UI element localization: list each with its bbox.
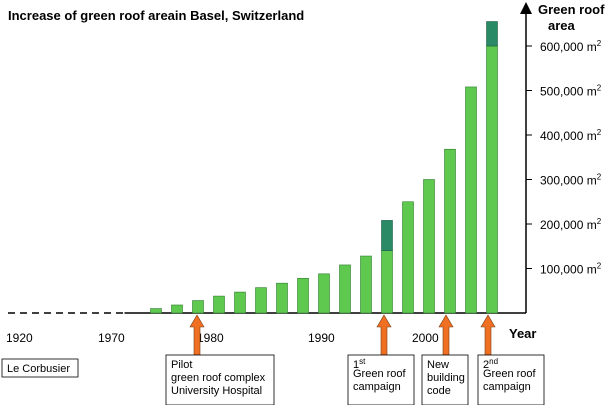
x-tick-label: 1980 — [197, 331, 224, 345]
y-tick-label: 500,000 m2 — [540, 84, 602, 99]
bar-base — [423, 179, 435, 314]
x-tick-label: 1990 — [308, 331, 335, 345]
x-tick-label: 2000 — [412, 331, 439, 345]
event-arrow — [189, 314, 205, 356]
event-label-box — [421, 354, 469, 405]
event-label: Pilot green roof complex University Hospit… — [171, 359, 266, 397]
bar-base — [150, 308, 162, 314]
chart-title: Increase of green roof areain Basel, Swi… — [8, 8, 304, 23]
event-label: 2nd Green roof campaign — [483, 357, 537, 393]
y-axis-title: Green roof area — [538, 2, 605, 33]
bar-base — [486, 45, 498, 314]
y-tick-label: 200,000 m2 — [540, 217, 602, 232]
event-label: Le Corbusier — [7, 363, 70, 375]
event-label-box — [1, 358, 79, 378]
bar-stack-top — [381, 220, 393, 252]
event-label-box — [477, 354, 545, 405]
event-arrow — [438, 314, 454, 356]
event-label-box — [165, 354, 275, 405]
event-label-box — [347, 354, 415, 405]
x-tick-label: 1970 — [98, 331, 125, 345]
bar-base — [192, 300, 204, 314]
event-label: New building code — [427, 359, 465, 397]
y-tick-label: 600,000 m2 — [540, 39, 602, 54]
bar-stack-top — [486, 21, 498, 47]
bar-base — [465, 86, 477, 314]
event-label: 1st Green roof campaign — [353, 357, 407, 393]
event-arrow — [480, 314, 496, 356]
bar-base — [234, 291, 246, 314]
bar-base — [171, 304, 183, 314]
bar-base — [213, 295, 225, 314]
y-tick-label: 400,000 m2 — [540, 128, 602, 143]
bar-base — [360, 255, 372, 314]
bar-base — [297, 277, 309, 314]
bar-base — [318, 273, 330, 314]
bar-base — [276, 282, 288, 314]
bar-base — [444, 148, 456, 314]
x-tick-label: 1920 — [6, 331, 33, 345]
x-axis-title: Year — [509, 326, 536, 341]
y-tick-label: 100,000 m2 — [540, 262, 602, 277]
bar-base — [339, 264, 351, 314]
bar-base — [255, 287, 267, 314]
y-tick-label: 300,000 m2 — [540, 173, 602, 188]
bar-base — [381, 250, 393, 314]
bar-base — [402, 201, 414, 314]
event-arrow — [376, 314, 392, 356]
